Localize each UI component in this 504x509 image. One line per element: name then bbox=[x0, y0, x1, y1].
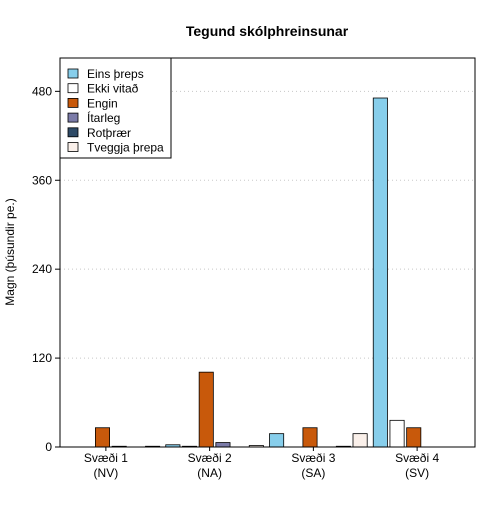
bar bbox=[198, 371, 214, 448]
y-tick-label: 120 bbox=[32, 351, 52, 365]
legend-swatch bbox=[67, 68, 79, 79]
legend-label: Engin bbox=[87, 96, 118, 110]
bar bbox=[215, 442, 231, 448]
bar bbox=[302, 427, 318, 448]
legend-label: Ítarleg bbox=[87, 110, 120, 125]
legend-swatch bbox=[67, 112, 79, 123]
legend-swatch bbox=[67, 98, 79, 108]
y-tick-label: 240 bbox=[32, 262, 52, 276]
x-tick-label: Svæði 4 (SV) bbox=[395, 451, 439, 480]
x-axis: Svæði 1 (NV) Svæði 2 (NA) Svæði 3 (SA) Svæði 4… bbox=[84, 447, 439, 480]
y-tick-label: 0 bbox=[45, 440, 52, 454]
x-tick-label: Svæði 3 (SA) bbox=[291, 451, 335, 480]
y-tick-label: 360 bbox=[32, 173, 52, 187]
bar bbox=[389, 419, 405, 448]
x-tick-label: Svæði 2 (NA) bbox=[188, 451, 232, 480]
legend-swatch bbox=[67, 142, 79, 152]
legend-label: Rotþrær bbox=[87, 126, 131, 140]
bar bbox=[269, 433, 285, 448]
y-tick-label: 480 bbox=[32, 84, 52, 98]
x-tick-label: Svæði 1 (NV) bbox=[84, 451, 128, 480]
legend-swatch bbox=[67, 83, 79, 94]
legend-label: Ekki vitað bbox=[87, 82, 139, 96]
chart-title: Tegund skólphreinsunar bbox=[186, 23, 349, 39]
legend-swatch bbox=[67, 127, 79, 138]
legend-label: Tveggja þrepa bbox=[87, 141, 164, 155]
bar bbox=[95, 427, 111, 448]
legend-label: Eins þreps bbox=[87, 67, 144, 81]
legend-box bbox=[59, 57, 172, 159]
bar bbox=[352, 433, 368, 448]
bar bbox=[372, 97, 388, 448]
plot-frame bbox=[59, 57, 476, 448]
bar bbox=[406, 427, 422, 448]
y-axis: 0 120 240 360 480 bbox=[32, 84, 60, 454]
y-axis-label: Magn (þúsundir pe.) bbox=[3, 198, 17, 305]
